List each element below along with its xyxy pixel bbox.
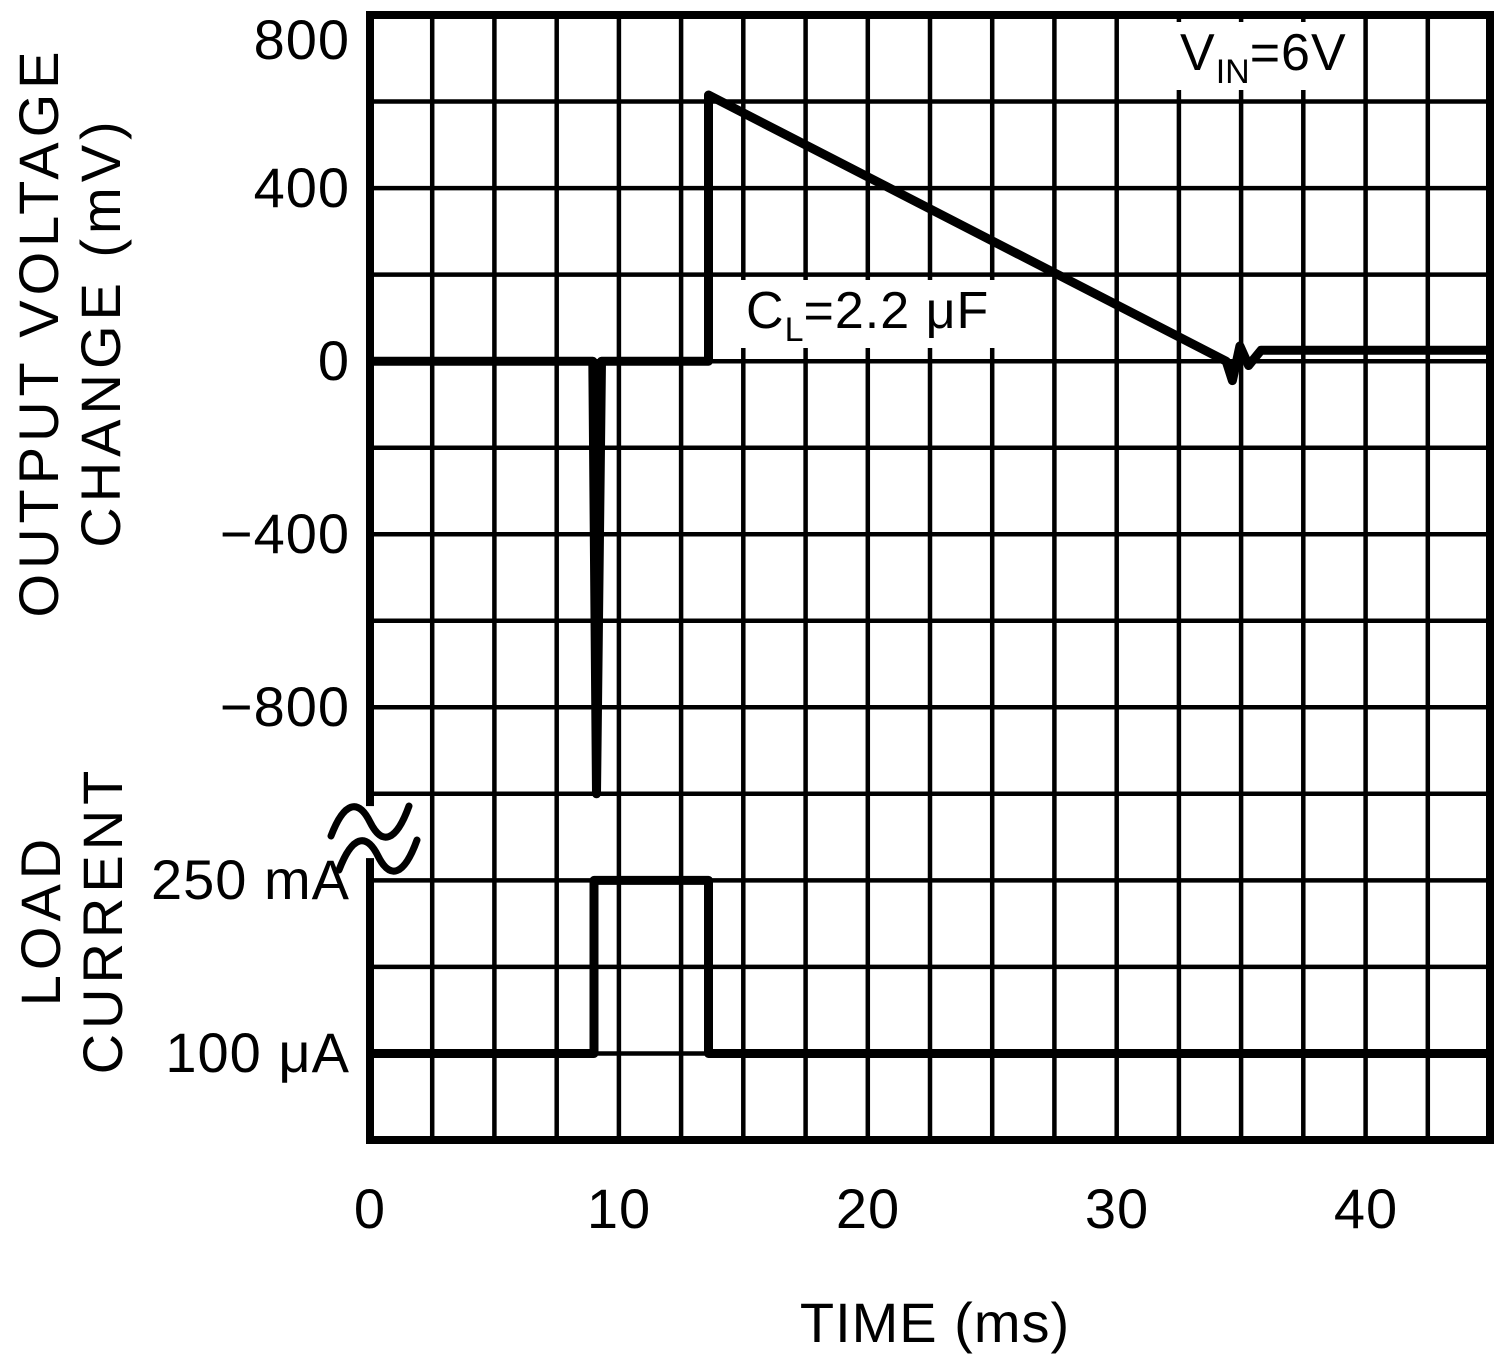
current-level-label-100uA: 100 μA — [165, 1021, 350, 1084]
y-tick-label-400: 400 — [253, 156, 350, 219]
cl-rest: =2.2 μF — [803, 282, 990, 340]
voltage-waveform — [370, 90, 1490, 799]
x-tick-label-30: 30 — [1084, 1177, 1150, 1240]
x-tick-label-20: 20 — [835, 1177, 901, 1240]
y-tick-label-neg400: −400 — [219, 502, 350, 565]
vin-rest: =6V — [1249, 24, 1347, 82]
y-axis-title-current-line1: LOAD — [9, 833, 72, 1007]
vin-subscript: IN — [1215, 53, 1250, 91]
x-axis-title: TIME (ms) — [799, 1291, 1071, 1354]
current-waveform — [370, 875, 1490, 1058]
x-tick-label-0: 0 — [353, 1177, 387, 1240]
y-tick-label-800: 800 — [253, 8, 350, 71]
y-tick-label-0: 0 — [317, 329, 350, 392]
axis-break-icon — [335, 836, 421, 875]
x-tick-label-40: 40 — [1333, 1177, 1399, 1240]
axis-break-icon — [327, 802, 413, 841]
y-axis-title-voltage-line1: OUTPUT VOLTAGE — [7, 46, 70, 618]
x-tick-label-10: 10 — [586, 1177, 652, 1240]
y-tick-label-neg800: −800 — [219, 675, 350, 738]
cl-base: C — [746, 282, 785, 340]
y-axis-title-load-current: LOAD CURRENT — [9, 720, 134, 1120]
annotation-cl: CL=2.2 μF — [738, 280, 998, 349]
annotation-vin: VIN=6V — [1172, 22, 1355, 91]
vin-base: V — [1180, 24, 1216, 82]
cl-subscript: L — [784, 311, 804, 349]
current-level-label-250mA: 250 mA — [151, 848, 350, 911]
y-axis-title-output-voltage: OUTPUT VOLTAGE CHANGE (mV) — [7, 32, 132, 632]
